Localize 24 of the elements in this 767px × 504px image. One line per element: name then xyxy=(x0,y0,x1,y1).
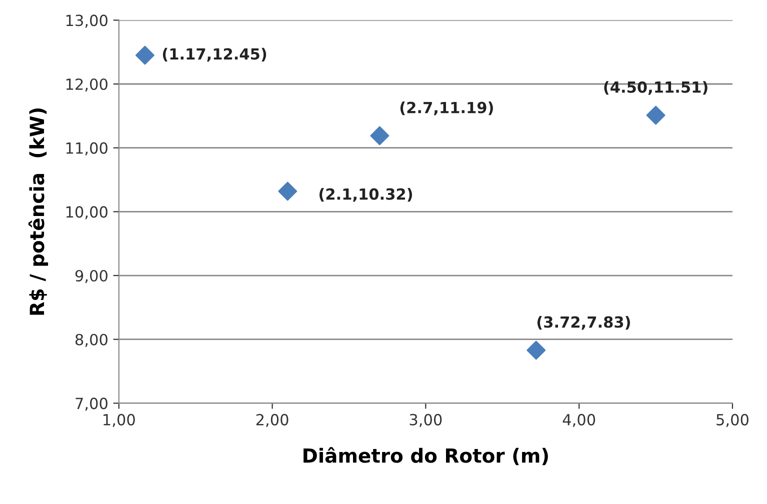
annotation: (2.7,11.19) xyxy=(400,101,493,116)
annotation: (4.50,11.51) xyxy=(604,81,708,95)
annotation: (2.1,10.32) xyxy=(319,188,412,202)
point xyxy=(135,46,154,65)
point xyxy=(370,126,390,146)
y-tick-label: 10,00 xyxy=(66,206,108,220)
x-tick-label: 5,00 xyxy=(716,414,748,427)
y-axis-title: R$ / potência (kW) xyxy=(28,108,48,315)
annotation: (1.17,12.45) xyxy=(162,48,266,62)
y-tick-label: 9,00 xyxy=(75,270,108,284)
y-tick-label: 13,00 xyxy=(66,14,108,28)
point xyxy=(526,340,546,360)
y-tick-label: 12,00 xyxy=(66,78,108,92)
y-tick-label: 7,00 xyxy=(76,398,108,411)
y-tick-label: 8,00 xyxy=(75,334,108,347)
annotation: (3.72,7.83) xyxy=(537,316,630,330)
x-tick-label: 3,00 xyxy=(410,414,442,427)
point xyxy=(646,106,666,125)
x-axis-title: Diâmetro do Rotor (m) xyxy=(304,447,548,466)
point xyxy=(278,182,298,201)
y-tick-label: 11,00 xyxy=(66,142,108,156)
x-tick-label: 1,00 xyxy=(104,414,135,427)
x-tick-label: 4,00 xyxy=(562,414,596,427)
x-tick-label: 2,00 xyxy=(256,414,288,427)
